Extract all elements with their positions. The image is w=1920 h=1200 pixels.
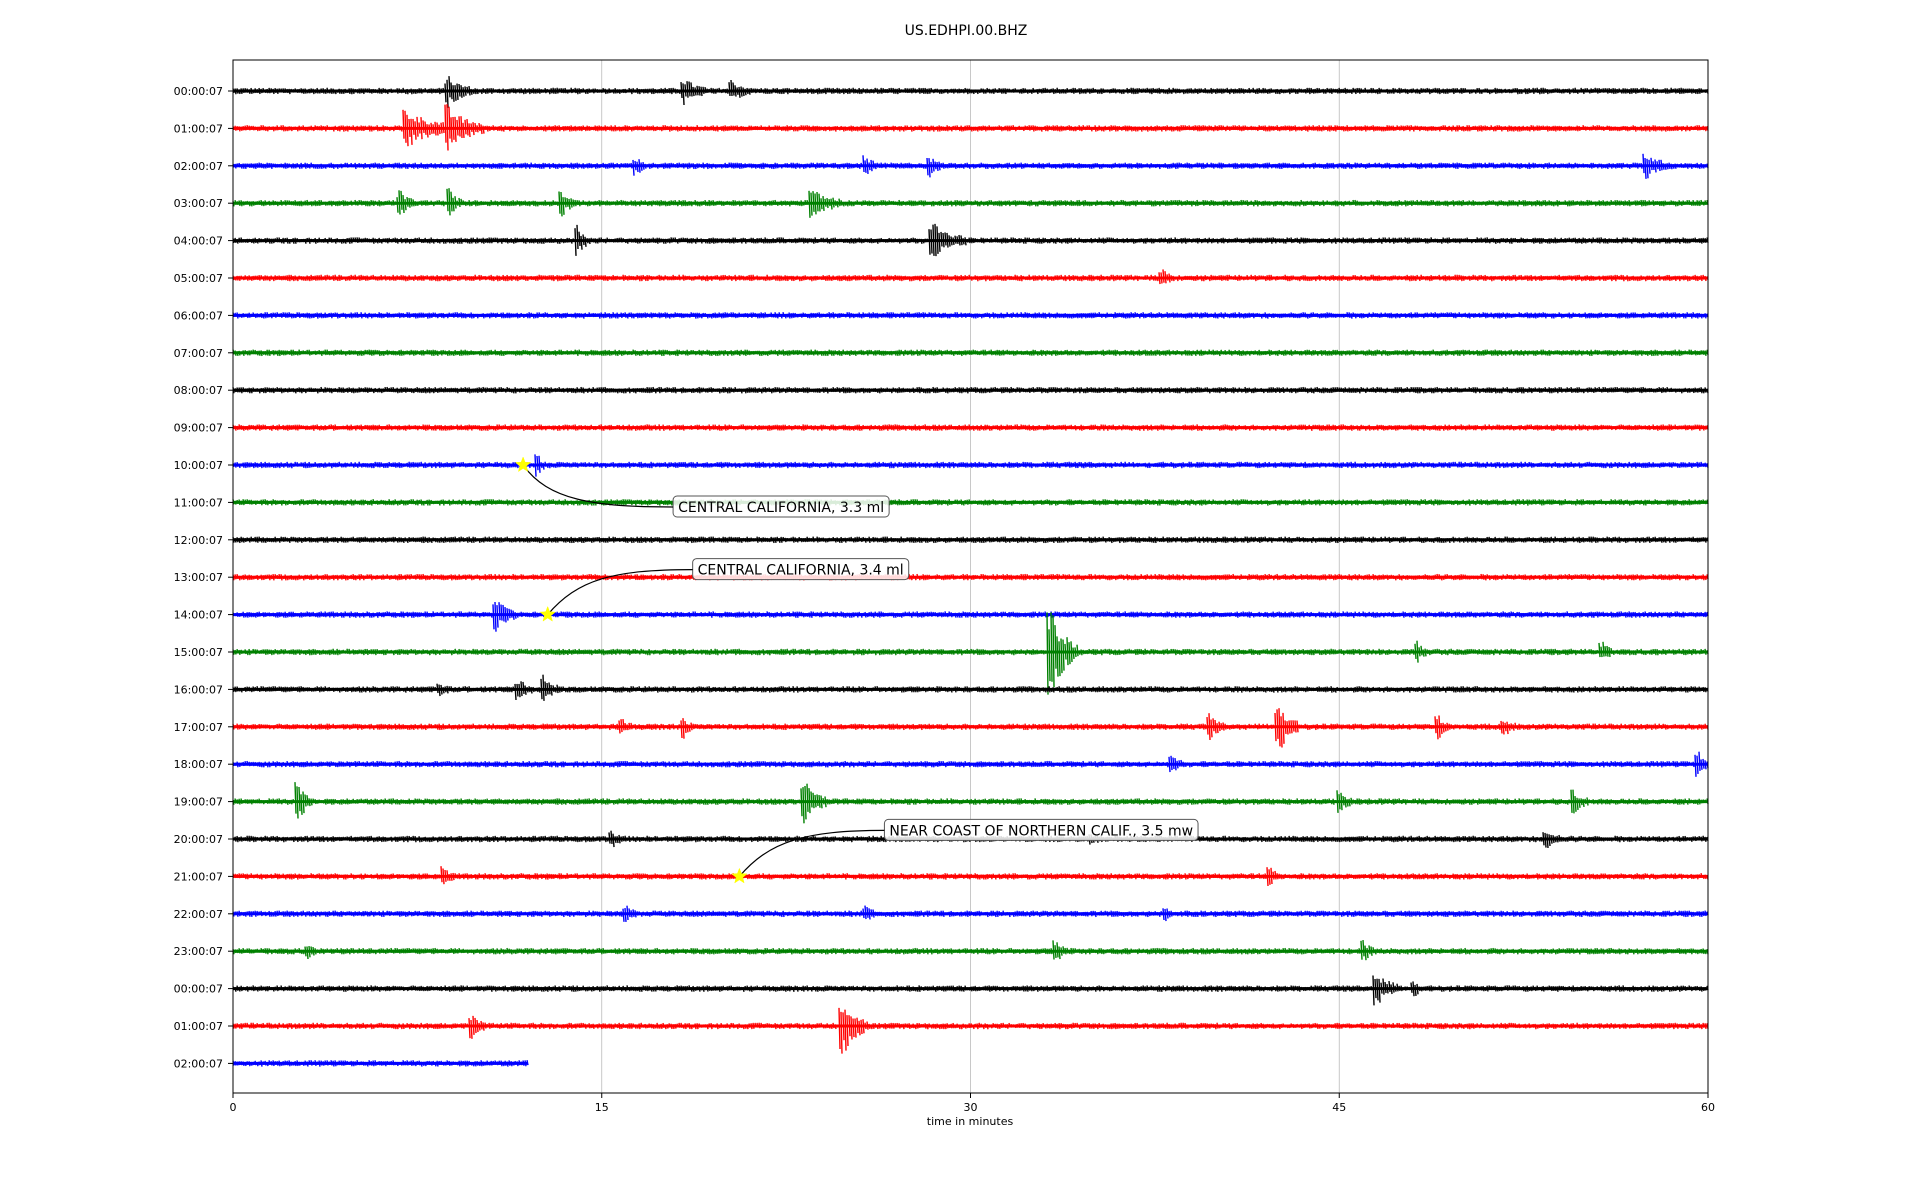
row-labels: 00:00:07 01:00:07 02:00:07 03:00:07 04:00:07… [174,85,233,1070]
x-tick-label-3: 45 [1332,1101,1346,1114]
row-label-17: 17:00:07 [174,721,223,734]
row-label-18: 18:00:07 [174,758,223,771]
chart-title: US.EDHPI.00.BHZ [905,23,1028,39]
event-star-2 [731,867,748,884]
row-label-16: 16:00:07 [174,683,223,696]
event-2: NEAR COAST OF NORTHERN CALIF., 3.5 mw [731,818,1199,884]
row-label-22: 22:00:07 [174,908,223,921]
row-label-3: 03:00:07 [174,197,223,210]
event-label-0: CENTRAL CALIFORNIA, 3.3 ml [678,500,884,516]
event-star-0 [514,456,532,473]
row-label-19: 19:00:07 [174,796,223,809]
x-tick-label-4: 60 [1701,1101,1715,1114]
row-label-13: 13:00:07 [174,571,223,584]
event-connector-2 [738,829,885,877]
row-label-4: 04:00:07 [174,235,223,248]
x-tick-label-1: 15 [595,1101,609,1114]
row-label-23: 23:00:07 [174,945,223,958]
event-annotations: CENTRAL CALIFORNIA, 3.3 ml CENTRAL CALIFO… [514,456,1199,884]
trace-layer [232,76,1709,1067]
x-axis-label: time in minutes [927,1115,1014,1128]
row-label-10: 10:00:07 [174,459,223,472]
row-label-2: 02:00:07 [174,160,223,173]
event-label-2: NEAR COAST OF NORTHERN CALIF., 3.5 mw [889,823,1193,839]
row-label-14: 14:00:07 [174,609,223,622]
row-label-25: 01:00:07 [174,1020,223,1033]
event-label-1: CENTRAL CALIFORNIA, 3.4 ml [698,563,904,579]
x-tick-label-2: 30 [964,1101,978,1114]
event-connector-1 [547,569,693,615]
row-label-24: 00:00:07 [174,983,223,996]
row-label-6: 06:00:07 [174,309,223,322]
row-label-26: 02:00:07 [174,1057,223,1070]
row-label-5: 05:00:07 [174,272,223,285]
row-label-1: 01:00:07 [174,122,223,135]
row-label-21: 21:00:07 [174,870,223,883]
row-label-8: 08:00:07 [174,384,223,397]
x-axis: 0 15 30 45 60 [230,1093,1715,1114]
x-tick-label-0: 0 [230,1101,237,1114]
row-label-0: 00:00:07 [174,85,223,98]
row-label-15: 15:00:07 [174,646,223,659]
row-label-20: 20:00:07 [174,833,223,846]
event-star-1 [539,605,556,622]
event-0: CENTRAL CALIFORNIA, 3.3 ml [514,456,890,518]
row-label-12: 12:00:07 [174,534,223,547]
event-1: CENTRAL CALIFORNIA, 3.4 ml [539,558,910,622]
row-label-9: 09:00:07 [174,422,223,435]
row-label-11: 11:00:07 [174,496,223,509]
event-connector-0 [522,464,674,508]
row-label-7: 07:00:07 [174,347,223,360]
